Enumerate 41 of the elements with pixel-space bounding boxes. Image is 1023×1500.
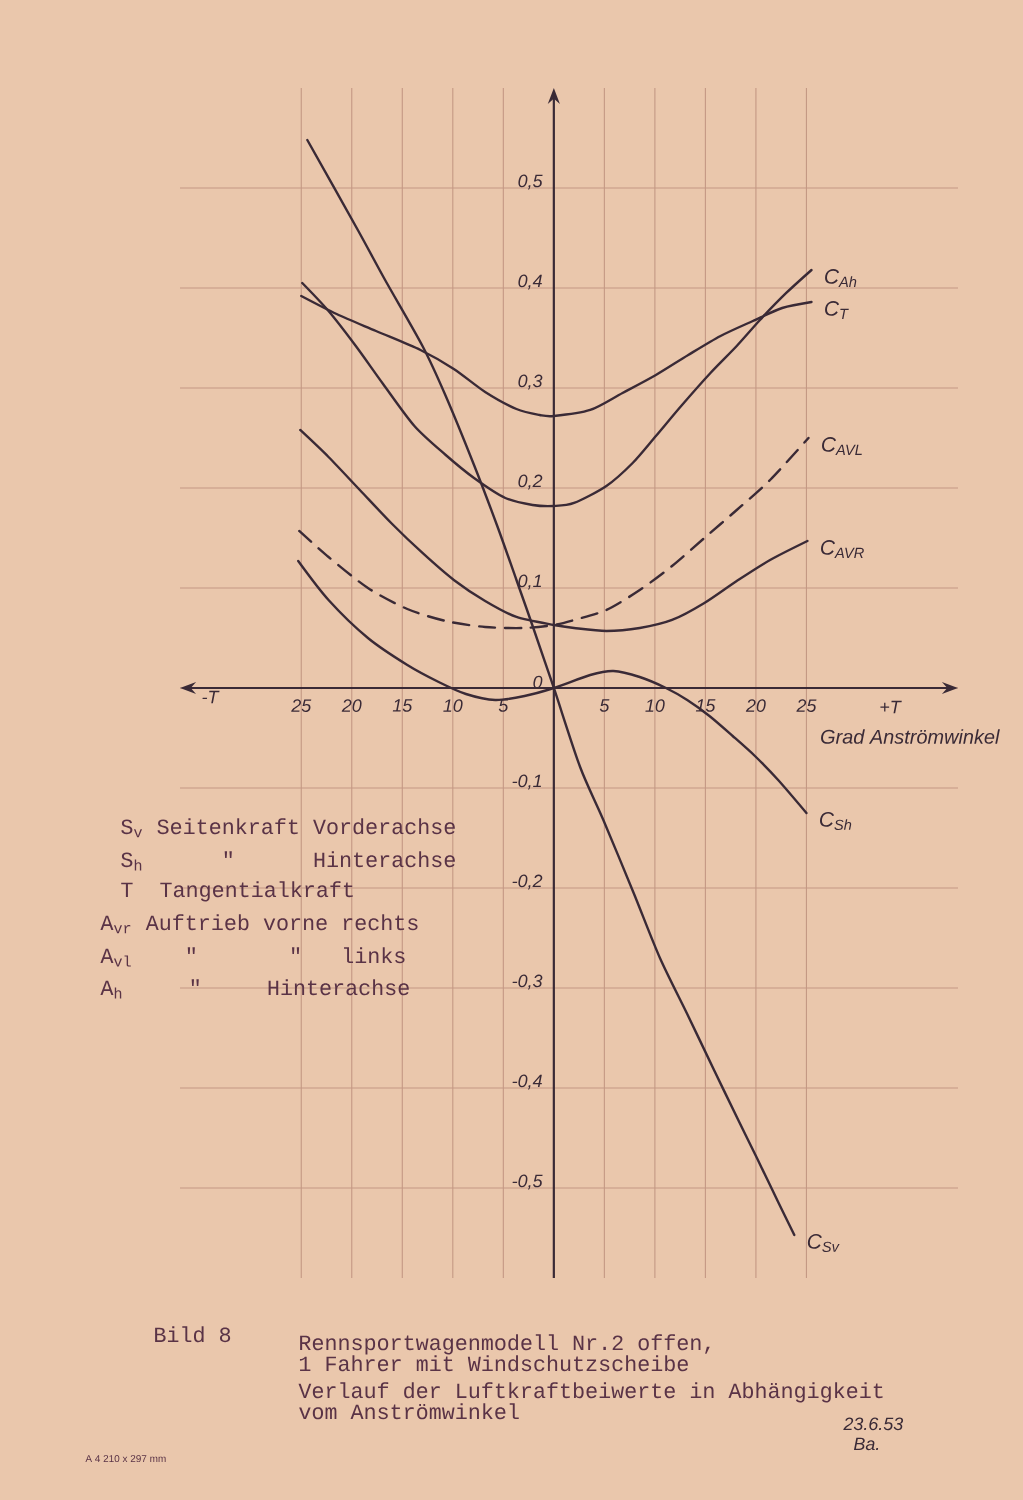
y-tick-label: -0,2: [512, 874, 543, 890]
text: Rennsportwagenmodell Nr.2 offen,: [300, 1334, 710, 1355]
y-tick-label: 0,3: [518, 374, 543, 390]
text: 23.6.53: [843, 1417, 904, 1431]
series-label: C$_{AVL}$: [822, 437, 862, 455]
series-label: C$_{Ah}$: [825, 269, 857, 287]
annotation: T Tangentialkraft: [121, 881, 353, 902]
x-tick-label: 20: [341, 699, 362, 712]
text: Ba.: [853, 1437, 879, 1451]
x-tick-label: 10: [645, 699, 665, 712]
series-label: C$_{T}$: [825, 301, 849, 319]
text: S$_{h}$ " Hinterachse: [121, 851, 455, 871]
y-tick-label: -0,4: [512, 1074, 542, 1090]
series-label: C$_{AVR}$: [821, 540, 864, 558]
text: vom Anströmwinkel: [299, 1403, 519, 1420]
text: Verlauf der Luftkraftbeiwerte in Abhängigkeit: [298, 1382, 883, 1403]
x-tick-label: 10: [443, 699, 463, 712]
y-tick-label: 0,1: [518, 574, 542, 590]
annotation: A$_{vr}$ Auftrieb vorne rechts: [100, 914, 418, 934]
y-tick-label: 0,4: [518, 274, 542, 290]
text: 1 Fahrer mit Windschutzscheibe: [299, 1355, 688, 1372]
x-axis-title: Grad Anströmwinkel: [821, 729, 1000, 744]
text: A$_{h}$ " Hinterachse: [100, 979, 409, 999]
annotation: -T: [202, 690, 220, 704]
text: A 4 210 x 297 mm: [85, 1455, 166, 1463]
y-tick-label: 0,2: [518, 474, 543, 490]
y-tick-label: 0,5: [518, 174, 543, 190]
x-tick-label: 20: [745, 699, 766, 712]
x-tick-label: 15: [392, 699, 413, 712]
y-tick-label: -0,3: [512, 974, 543, 990]
y-tick-label: -0,1: [512, 774, 542, 790]
text: A$_{vl}$ " " links: [100, 947, 405, 967]
x-tick-label: 25: [291, 699, 312, 712]
x-tick-label: 5: [599, 699, 610, 712]
x-tick-label: 25: [796, 699, 817, 712]
annotation: S$_{v}$ Seitenkraft Vorderachse: [121, 818, 455, 838]
series-label: C$_{Sv}$: [807, 1234, 840, 1253]
text: Bild 8: [155, 1326, 231, 1343]
annotation: +T: [880, 700, 902, 714]
y-tick-label: -0,5: [512, 1174, 543, 1190]
series-label: C$_{Sh}$: [819, 811, 852, 831]
